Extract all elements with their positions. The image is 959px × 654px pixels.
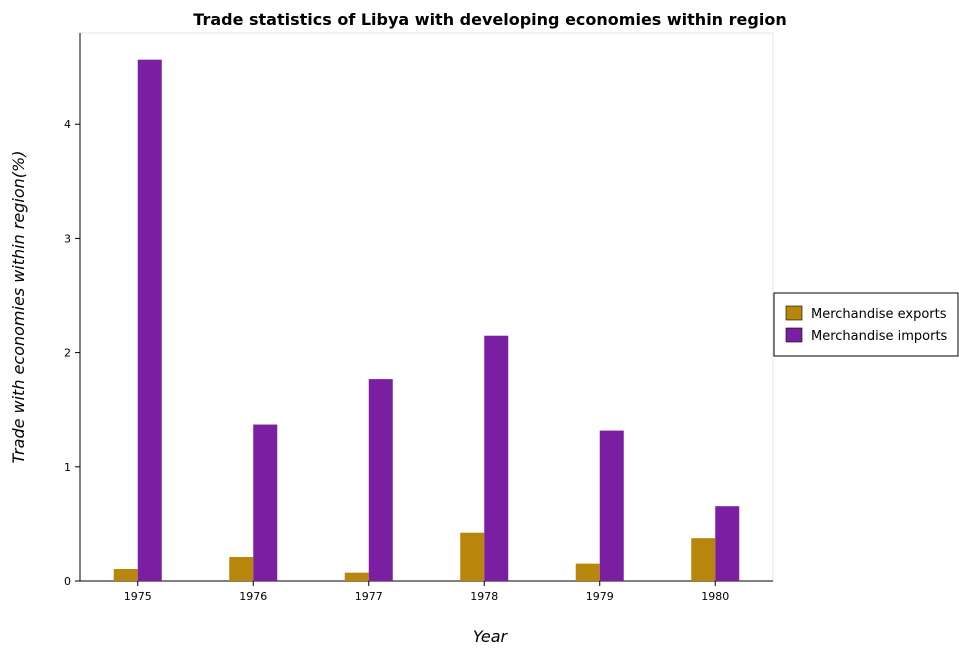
bar-merchandise-exports (691, 538, 716, 581)
y-tick-label: 1 (64, 461, 71, 474)
x-axis-ticks: 1975 1976 1977 1978 1979 1980 (124, 581, 729, 603)
bar-merchandise-imports (137, 59, 162, 581)
y-tick-label: 2 (64, 347, 71, 360)
legend: Merchandise exports Merchandise imports (773, 292, 959, 357)
x-axis-label: Year (473, 627, 509, 646)
x-tick-label: 1980 (701, 590, 729, 603)
bar-merchandise-imports (599, 430, 624, 581)
bar-merchandise-imports (368, 379, 393, 581)
x-tick-label: 1977 (355, 590, 383, 603)
bar-merchandise-imports (715, 506, 740, 581)
x-tick-label: 1978 (470, 590, 498, 603)
x-tick-label: 1976 (239, 590, 267, 603)
bar-merchandise-imports (484, 335, 509, 581)
bar-merchandise-exports (344, 572, 369, 581)
bar-merchandise-imports (253, 424, 278, 581)
legend-label-imports: Merchandise imports (811, 329, 948, 344)
y-axis-ticks: 0 1 2 3 4 (64, 118, 80, 588)
legend-label-exports: Merchandise exports (811, 307, 947, 322)
bar-merchandise-exports (575, 563, 600, 581)
y-tick-label: 4 (64, 118, 71, 131)
y-tick-label: 0 (64, 575, 71, 588)
bar-merchandise-exports (460, 532, 485, 581)
chart-title: Trade statistics of Libya with developin… (193, 10, 786, 29)
x-tick-label: 1975 (124, 590, 152, 603)
y-tick-label: 3 (64, 232, 71, 245)
bar-merchandise-exports (229, 557, 254, 581)
legend-swatch-exports (785, 305, 803, 321)
y-axis-label: Trade with economies within region(%) (9, 151, 28, 464)
x-tick-label: 1979 (586, 590, 614, 603)
bars (113, 59, 740, 581)
legend-swatch-imports (785, 327, 803, 343)
bar-merchandise-exports (113, 569, 138, 581)
legend-box (773, 292, 959, 357)
